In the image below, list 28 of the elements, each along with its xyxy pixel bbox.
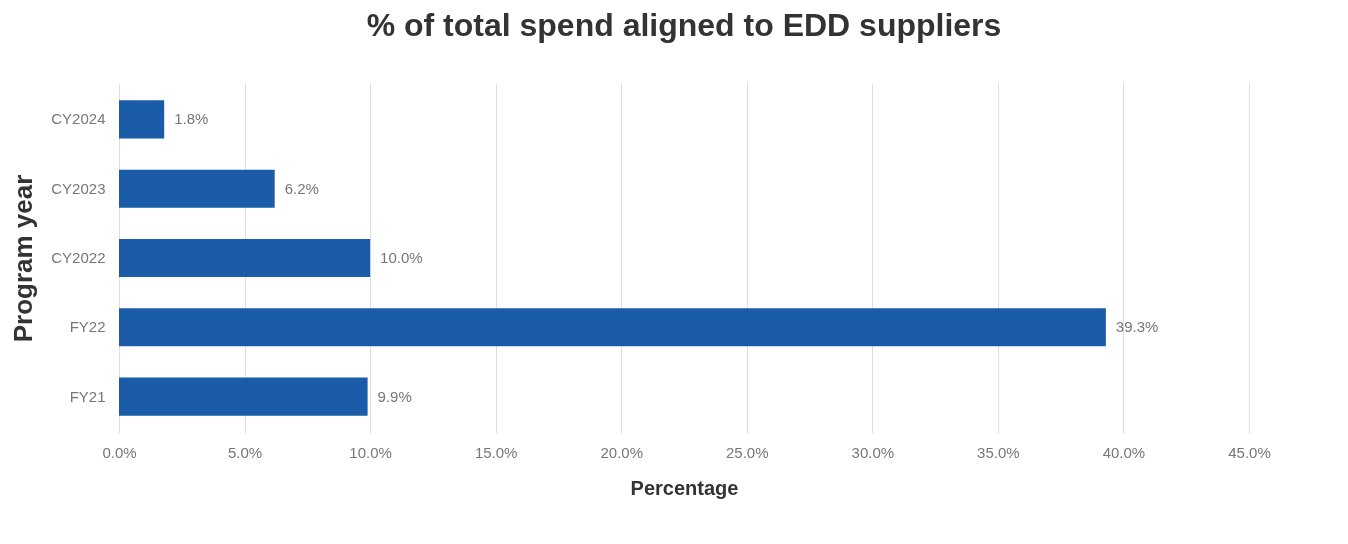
chart-title: % of total spend aligned to EDD suppliers: [366, 7, 1002, 43]
x-tick-label: 10.0%: [349, 443, 392, 461]
x-tick-label: 25.0%: [726, 443, 769, 461]
x-axis-title: Percentage: [630, 476, 739, 499]
data-label: 9.9%: [377, 387, 412, 405]
data-label: 1.8%: [174, 110, 209, 128]
x-tick-label: 20.0%: [600, 443, 643, 461]
x-tick-label: 45.0%: [1228, 443, 1271, 461]
y-tick-label: FY22: [69, 318, 106, 336]
x-tick-label: 30.0%: [851, 443, 895, 461]
data-label: 6.2%: [284, 179, 319, 197]
bar: [119, 377, 368, 416]
data-label: 39.3%: [1115, 318, 1159, 336]
bar: [119, 169, 275, 208]
y-tick-label: CY2022: [51, 249, 106, 266]
x-tick-label: 35.0%: [977, 443, 1020, 461]
bar: [119, 100, 165, 139]
x-tick-label: 0.0%: [102, 443, 137, 461]
y-axis-title: Program year: [8, 174, 39, 343]
y-tick-label: FY21: [69, 387, 106, 405]
y-tick-label: CY2024: [51, 110, 106, 128]
x-tick-label: 15.0%: [474, 443, 518, 461]
bar: [119, 308, 1106, 347]
y-tick-label: CY2023: [51, 179, 106, 197]
bar: [119, 238, 371, 278]
data-label: 10.0%: [380, 249, 423, 266]
x-tick-label: 5.0%: [227, 443, 263, 461]
x-tick-label: 40.0%: [1102, 443, 1146, 461]
